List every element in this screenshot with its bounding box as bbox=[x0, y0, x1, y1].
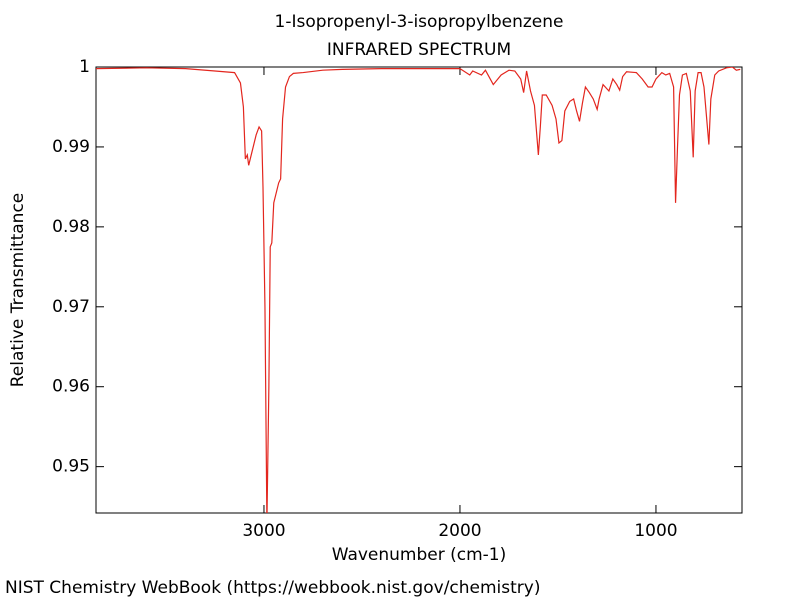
footer: NIST Chemistry WebBook (https://webbook.… bbox=[5, 578, 540, 598]
y-tick-label: 0.98 bbox=[52, 217, 90, 237]
y-tick-label: 0.95 bbox=[52, 457, 90, 477]
y-tick-label: 0.96 bbox=[52, 377, 90, 397]
x-tick-label: 1000 bbox=[634, 521, 677, 541]
chart-subtitle: INFRARED SPECTRUM bbox=[327, 40, 511, 60]
y-axis-label: Relative Transmittance bbox=[8, 193, 28, 388]
y-tick-label: 0.99 bbox=[52, 137, 90, 157]
y-tick-label: 0.97 bbox=[52, 297, 90, 317]
x-tick-label: 3000 bbox=[242, 521, 285, 541]
x-axis-label: Wavenumber (cm-1) bbox=[332, 545, 507, 565]
plot-frame bbox=[95, 66, 743, 514]
x-tick-label: 2000 bbox=[438, 521, 481, 541]
spectrum-line bbox=[96, 67, 741, 513]
y-tick-label: 1 bbox=[79, 57, 90, 77]
chart-title: 1-Isopropenyl-3-isopropylbenzene bbox=[275, 12, 564, 32]
